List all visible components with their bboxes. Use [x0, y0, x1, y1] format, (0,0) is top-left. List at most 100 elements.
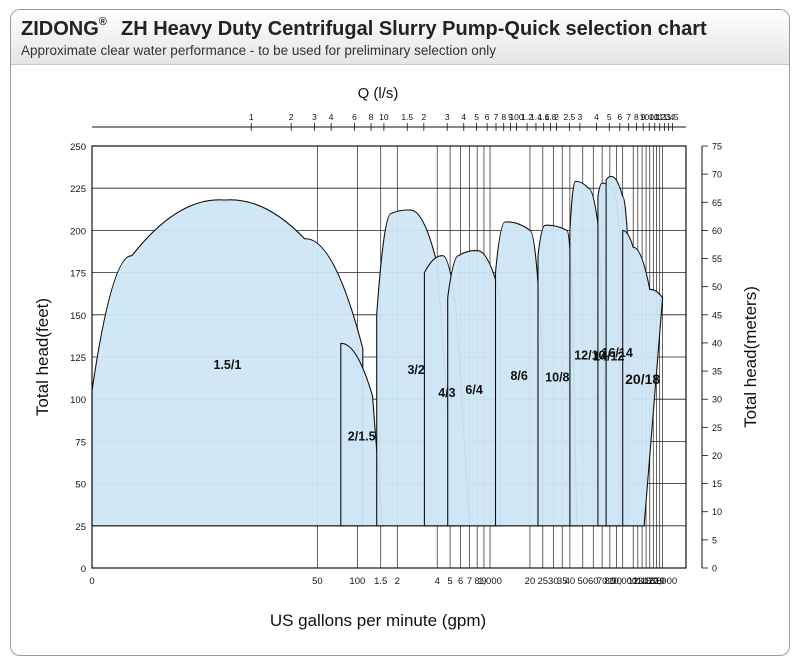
top-tick-label: 2 — [289, 112, 294, 122]
region-label: 16/14 — [602, 346, 633, 360]
x-tick-label: 35 — [557, 576, 568, 587]
top-tick-label: 1.4 — [530, 112, 542, 122]
x-axis-label: US gallons per minute (gpm) — [270, 611, 486, 630]
region-label: 20/18 — [625, 371, 660, 387]
top-tick-label: 1.4 — [663, 112, 675, 122]
top-tick-label: 6 — [617, 112, 622, 122]
top-tick-label: 1.5 — [401, 112, 413, 122]
region-label: 8/6 — [510, 369, 527, 383]
top-tick-label: 4 — [594, 112, 599, 122]
x-tick-label: 100 — [349, 576, 365, 587]
top-tick-label: 6 — [485, 112, 490, 122]
top-tick-label: 8 — [369, 112, 374, 122]
right-tick-label: 20 — [712, 451, 722, 461]
x-tick-label: 18 — [651, 576, 662, 587]
right-tick-label: 15 — [712, 479, 722, 489]
plot-border — [91, 145, 687, 569]
y-axis-right-label: Total head(meters) — [741, 286, 760, 428]
top-tick-label: 6 — [352, 112, 357, 122]
top-tick-label: 4 — [329, 112, 334, 122]
top-tick-label: 9 — [508, 112, 513, 122]
region-label: 10/8 — [545, 371, 569, 385]
top-tick-label: 3 — [445, 112, 450, 122]
y-tick-label: 125 — [70, 353, 86, 364]
x-tick-label: 10,000 — [608, 576, 637, 587]
y-tick-label: 225 — [70, 184, 86, 195]
x-tick-label: 50 — [312, 576, 323, 587]
top-tick-label: 1.1 — [649, 112, 661, 122]
plot-area-border — [91, 145, 687, 569]
top-tick-label: 3 — [577, 112, 582, 122]
y-tick-label: 100 — [70, 395, 86, 406]
right-tick-label: 5 — [712, 535, 717, 545]
top-tick-label: 1 — [249, 112, 254, 122]
top-tick-label: 2 — [554, 112, 559, 122]
right-tick-label: 50 — [712, 282, 722, 292]
region-label: 14/12 — [593, 349, 624, 363]
chart-title: ZH Heavy Duty Centrifugal Slurry Pump-Qu… — [121, 18, 707, 40]
y-tick-label: 75 — [75, 437, 86, 448]
region-label: 2/1.5 — [348, 430, 376, 444]
x-tick-label: 90 — [611, 576, 622, 587]
top-tick-label: 9 — [641, 112, 646, 122]
top-tick-label: 1.8 — [545, 112, 557, 122]
pump-region-1-5-1 — [91, 199, 364, 527]
x-tick-label: 17 — [648, 576, 659, 587]
right-tick-label: 0 — [712, 564, 717, 574]
right-tick-label: 60 — [712, 226, 722, 236]
brand-name: ZIDONG® — [21, 16, 107, 40]
y-tick-label: 0 — [81, 564, 86, 575]
right-tick-label: 40 — [712, 338, 722, 348]
pump-region-20-18 — [622, 229, 664, 527]
registered-mark: ® — [98, 16, 107, 28]
x-tick-label: 13 — [633, 576, 644, 587]
pump-region-2-1-5 — [340, 342, 384, 527]
x-tick-label: 80 — [605, 576, 616, 587]
x-tick-label: 5 — [447, 576, 452, 587]
x-tick-label: 2 — [395, 576, 400, 587]
region-label: 3/2 — [407, 363, 424, 377]
x-tick-label: 70 — [597, 576, 608, 587]
y-tick-label: 175 — [70, 269, 86, 280]
region-label: 12/10 — [574, 349, 605, 363]
top-tick-label: 5 — [474, 112, 479, 122]
top-tick-label: 1.2 — [521, 112, 533, 122]
x-tick-label: 16 — [644, 576, 655, 587]
right-tick-label: 35 — [712, 367, 722, 377]
region-label: 4/3 — [438, 386, 455, 400]
x-tick-label: 4 — [435, 576, 440, 587]
x-tick-label: 1.5 — [374, 576, 387, 587]
top-tick-label: 1000 — [640, 112, 659, 122]
x-tick-label: 12 — [628, 576, 639, 587]
region-label: 1.5/1 — [214, 358, 242, 372]
y-tick-label: 150 — [70, 311, 86, 322]
x-tick-label: 1,000 — [478, 576, 502, 587]
chart-header: ZIDONG® ZH Heavy Duty Centrifugal Slurry… — [11, 10, 789, 65]
right-tick-label: 25 — [712, 423, 722, 433]
x-tick-label: 15 — [641, 576, 652, 587]
x-tick-label: 50 — [577, 576, 588, 587]
y-axis-label: Total head(feet) — [33, 298, 52, 416]
x-tick-label: 9 — [481, 576, 486, 587]
y-tick-label: 50 — [75, 480, 86, 491]
top-tick-label: 1.2 — [654, 112, 666, 122]
top-tick-label: 10 — [379, 112, 389, 122]
x-tick-label: 7 — [467, 576, 472, 587]
top-tick-label: 8 — [634, 112, 639, 122]
top-tick-label: 8 — [501, 112, 506, 122]
pump-region-6-4 — [447, 250, 502, 527]
top-tick-label: 7 — [626, 112, 631, 122]
x-tick-label: 60 — [588, 576, 599, 587]
y-tick-label: 25 — [75, 522, 86, 533]
right-tick-label: 65 — [712, 198, 722, 208]
y-tick-label: 250 — [70, 142, 86, 153]
x-tick-label: 30 — [548, 576, 559, 587]
x-tick-label: 20,000 — [648, 576, 677, 587]
region-label: 6/4 — [465, 383, 482, 397]
right-tick-label: 75 — [712, 142, 722, 152]
right-tick-label: 45 — [712, 310, 722, 320]
top-tick-label: 100 — [509, 112, 523, 122]
x-tick-label: 25 — [538, 576, 549, 587]
right-tick-label: 30 — [712, 395, 722, 405]
